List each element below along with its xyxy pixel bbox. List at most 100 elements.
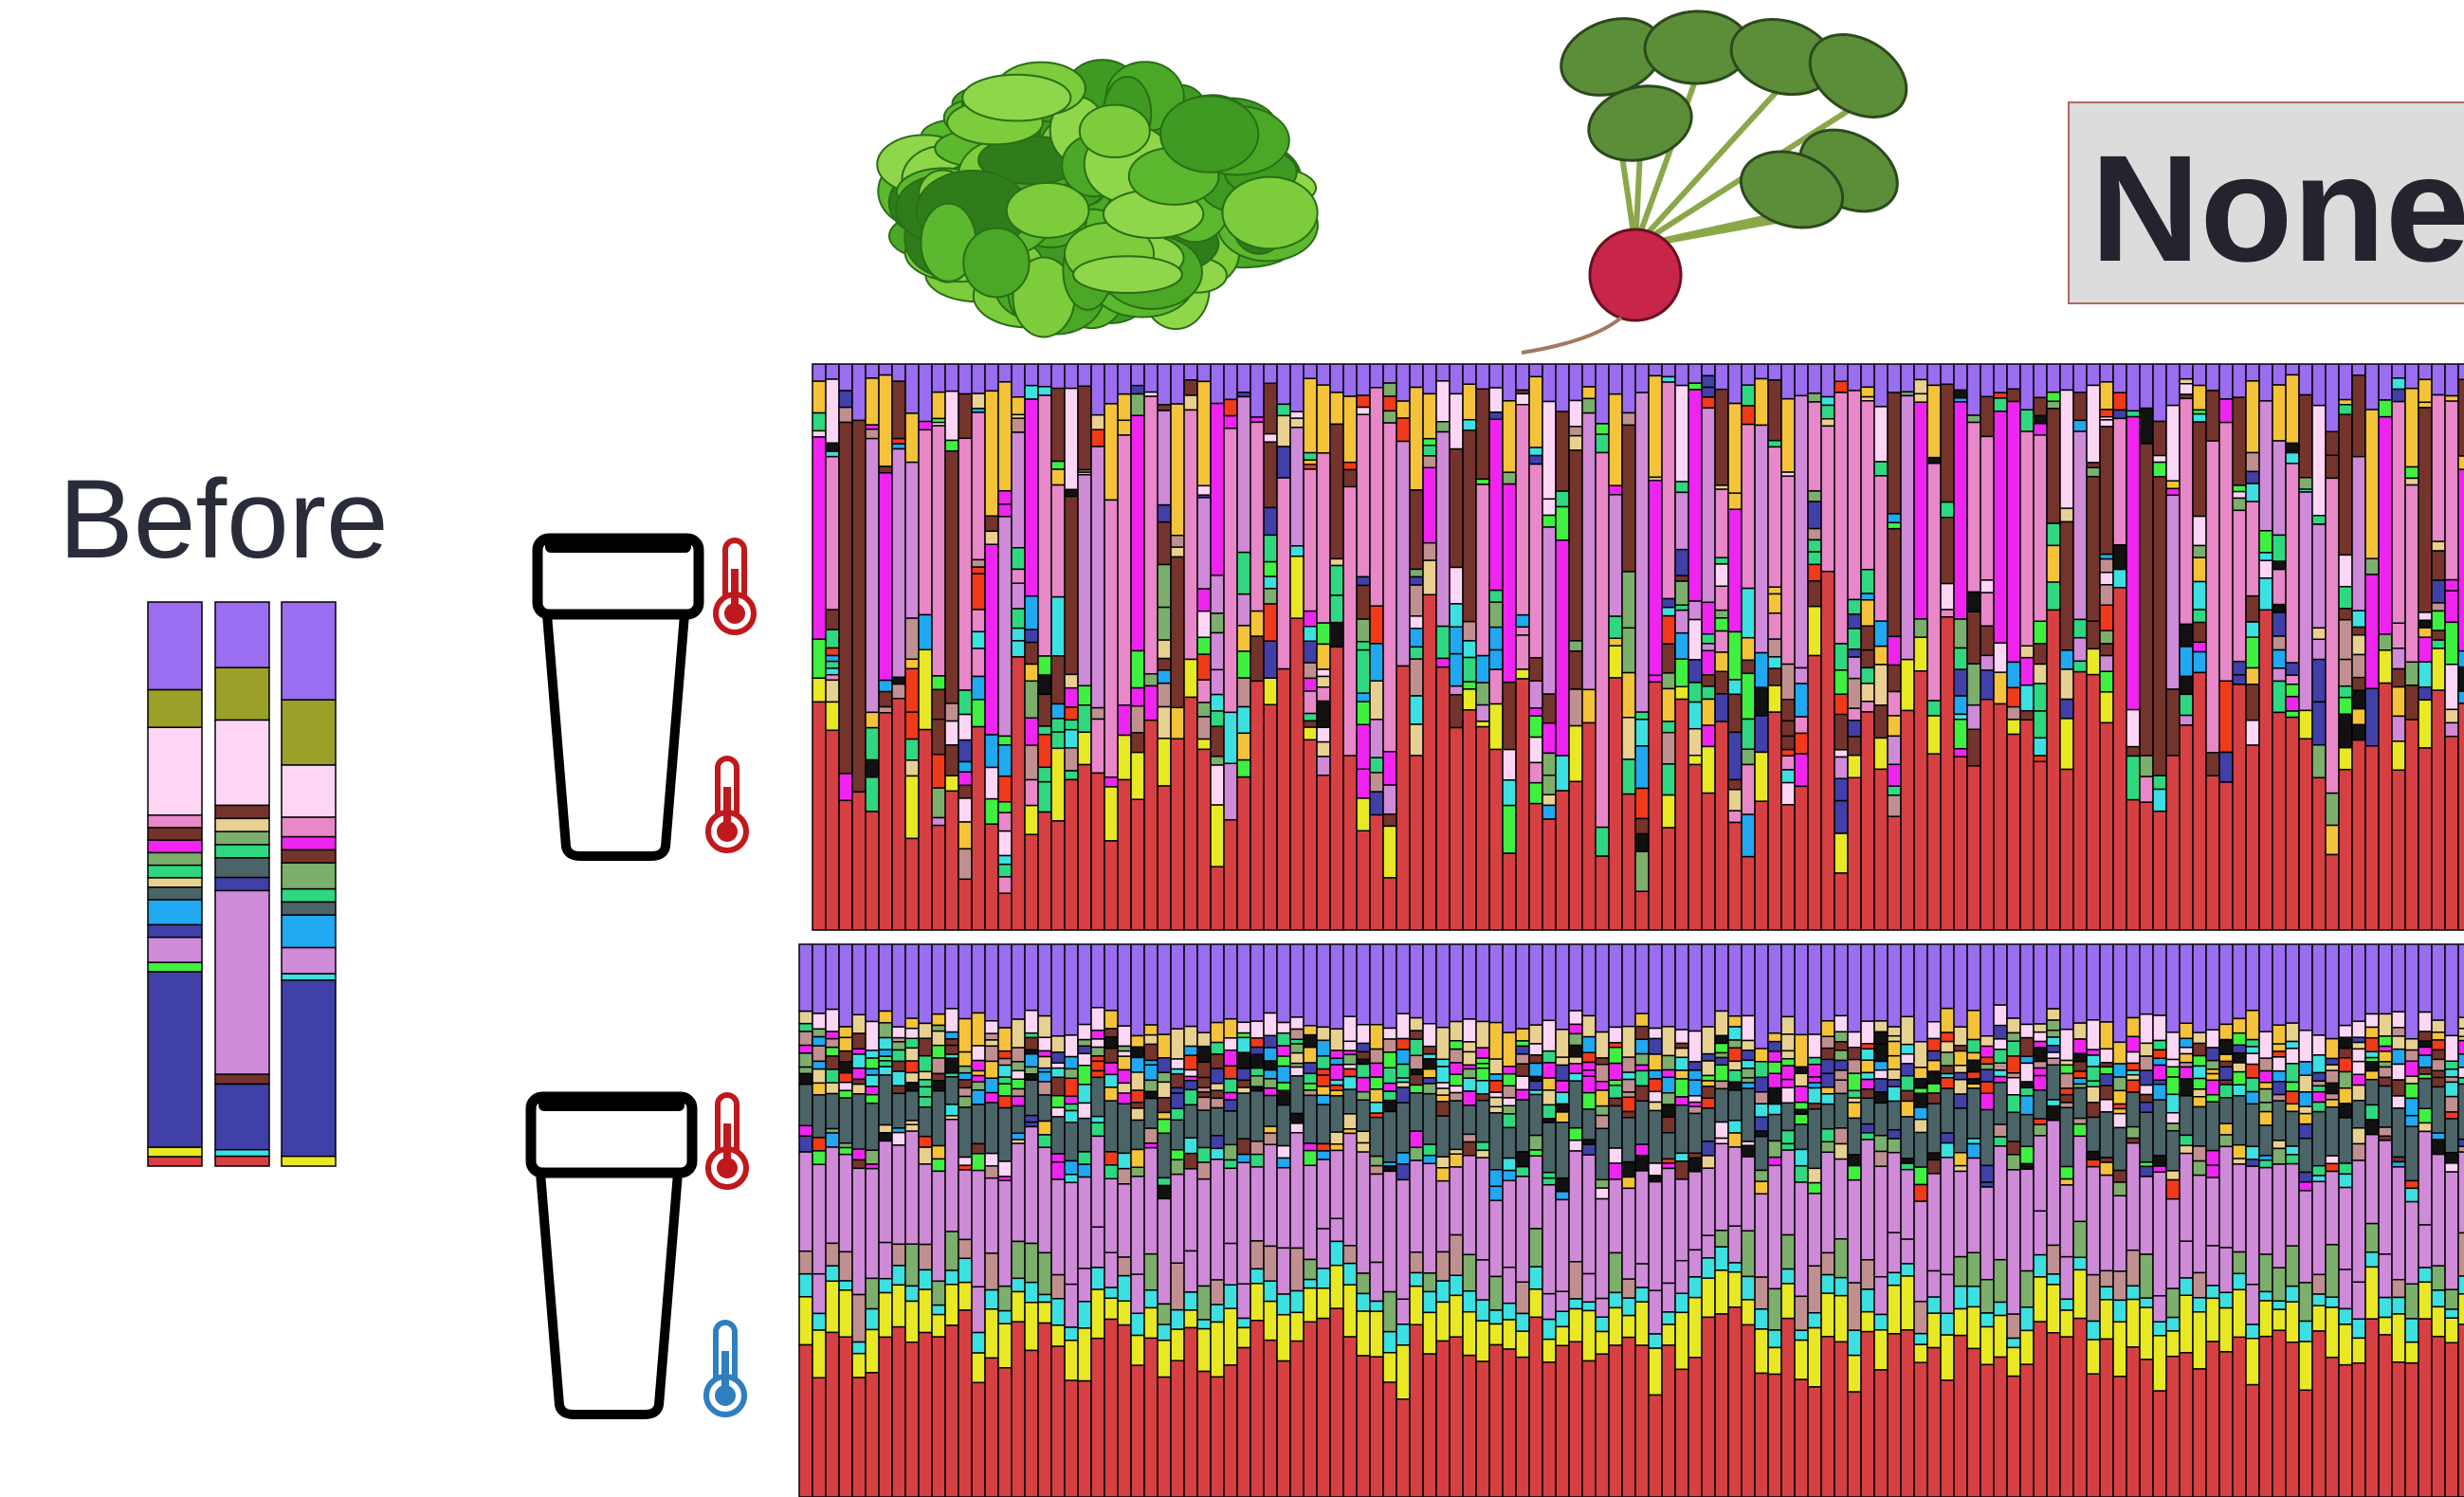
bar-segment: [1767, 593, 1782, 614]
bar-segment: [2165, 1287, 2181, 1319]
bar-segment: [1688, 1170, 1703, 1251]
bar-segment: [1064, 778, 1079, 931]
bar-segment: [2099, 604, 2114, 631]
bar-segment: [1621, 793, 1636, 931]
bar-segment: [904, 617, 920, 661]
bar-segment: [1634, 1064, 1650, 1072]
bar-segment: [1568, 449, 1583, 642]
bar-segment: [878, 1036, 893, 1050]
bar-segment: [971, 1045, 986, 1062]
bar-segment: [1701, 396, 1716, 410]
bar-segment: [1940, 1087, 1955, 1134]
bar-segment: [944, 1231, 959, 1271]
bar-segment: [1873, 664, 1889, 706]
bar-segment: [1727, 789, 1743, 812]
bar-segment: [1621, 671, 1636, 719]
bar-segment: [904, 461, 920, 619]
bar-segment: [1263, 677, 1278, 705]
bar-segment: [2046, 1119, 2061, 1247]
bar-segment: [2126, 1091, 2141, 1128]
bar-segment: [2112, 363, 2127, 393]
bar-segment: [2378, 1035, 2393, 1048]
bar-segment: [2258, 1087, 2273, 1104]
bar-segment: [147, 1156, 203, 1167]
bar-segment: [1807, 1103, 1822, 1110]
bar-segment: [1794, 1295, 1809, 1331]
bar-segment: [1913, 1087, 1928, 1095]
bar-segment: [1356, 618, 1371, 643]
bar-segment: [1289, 1123, 1305, 1134]
bar-segment: [997, 943, 1013, 1029]
bar-segment: [931, 1304, 946, 1316]
bar-segment: [1900, 1089, 1915, 1103]
bar-segment: [2033, 1074, 2048, 1091]
bar-segment: [1236, 1346, 1251, 1497]
bar-segment: [2006, 400, 2021, 664]
bar-segment: [1462, 681, 1477, 690]
bar-segment: [1143, 673, 1159, 687]
bar-segment: [2059, 1298, 2074, 1311]
bar-segment: [2205, 1149, 2220, 1166]
bar-segment: [1873, 1068, 1889, 1080]
bar-segment: [825, 943, 840, 1011]
bar-segment: [1780, 1283, 1796, 1320]
bar-segment: [1767, 439, 1782, 448]
bar-segment: [1356, 1151, 1371, 1274]
bar-segment: [1435, 943, 1451, 1029]
bar-segment: [1011, 1018, 1026, 1049]
bar-segment: [1488, 589, 1504, 603]
bar-segment: [1236, 1092, 1251, 1140]
bar-segment: [1409, 1130, 1424, 1149]
bar-segment: [1329, 363, 1344, 393]
bar-segment: [2391, 1166, 2406, 1281]
bar-segment: [214, 876, 270, 892]
bar-segment: [958, 1257, 973, 1284]
bar-segment: [2245, 1038, 2260, 1048]
bar-segment: [1727, 508, 1743, 633]
bar-segment: [2378, 1050, 2393, 1063]
bar-segment: [2272, 1056, 2287, 1072]
bar-segment: [1953, 713, 1968, 721]
bar-segment: [825, 363, 840, 380]
bar-segment: [1329, 564, 1344, 596]
bar-segment: [2338, 943, 2353, 1027]
bar-segment: [1050, 1062, 1066, 1069]
bar-segment: [1183, 1291, 1198, 1311]
bar-segment: [2325, 1069, 2340, 1085]
bar-segment: [1196, 1076, 1212, 1088]
bar-segment: [1462, 943, 1477, 1020]
bar-segment: [1064, 1174, 1079, 1184]
bar-segment: [1223, 1143, 1238, 1161]
bar-segment: [2059, 1087, 2074, 1096]
bar-segment: [2245, 1338, 2260, 1386]
bar-segment: [2325, 1296, 2340, 1308]
bar-segment: [2272, 1140, 2287, 1150]
bar-segment: [997, 801, 1013, 813]
bar-segment: [1356, 692, 1371, 703]
bar-segment: [1157, 1197, 1172, 1305]
bar-segment: [891, 1325, 906, 1497]
bar-segment: [2165, 943, 2181, 1033]
bar-segment: [2192, 1096, 2207, 1108]
bar-segment: [2378, 363, 2393, 401]
bar-segment: [2019, 1113, 2035, 1148]
bar-segment: [1117, 1300, 1132, 1326]
bar-segment: [1688, 1357, 1703, 1497]
bar-segment: [2338, 1269, 2353, 1310]
bar-segment: [1780, 943, 1796, 1018]
bar-segment: [1104, 1073, 1119, 1088]
bar-segment: [1993, 1136, 2008, 1147]
bar-segment: [1223, 428, 1238, 714]
bar-segment: [1661, 763, 1676, 796]
bar-segment: [1701, 724, 1716, 748]
bar-segment: [1011, 363, 1026, 398]
bar-segment: [2086, 1049, 2101, 1056]
bar-segment: [2152, 1039, 2167, 1051]
bar-segment: [1157, 1057, 1172, 1073]
bar-segment: [2444, 721, 2459, 738]
bar-segment: [2285, 1145, 2300, 1156]
bar-segment: [1741, 1275, 1756, 1301]
bar-segment: [2431, 639, 2446, 649]
bar-segment: [1581, 397, 1597, 414]
bar-segment: [1661, 606, 1676, 617]
